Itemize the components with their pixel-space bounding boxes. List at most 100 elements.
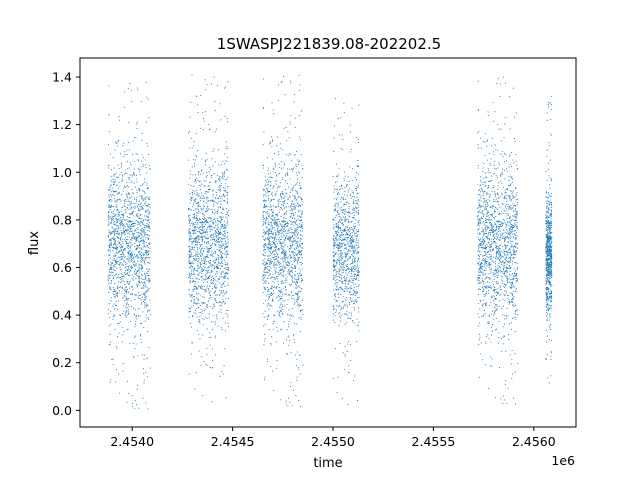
data-point	[115, 277, 118, 280]
data-point	[265, 266, 267, 269]
data-point	[346, 286, 348, 288]
data-point	[146, 184, 148, 186]
data-point	[337, 296, 340, 298]
data-point	[188, 308, 190, 310]
data-point	[266, 263, 269, 265]
data-point	[109, 194, 111, 196]
data-point	[335, 231, 337, 233]
data-point	[282, 193, 284, 195]
data-point	[149, 235, 151, 237]
data-point	[213, 233, 215, 235]
data-point	[294, 218, 296, 220]
data-point	[337, 293, 340, 296]
data-point	[227, 156, 229, 158]
data-point	[287, 336, 289, 338]
data-point	[146, 172, 148, 174]
data-point	[112, 215, 114, 218]
data-point	[288, 309, 290, 311]
data-point	[143, 199, 145, 201]
data-point	[340, 250, 342, 252]
data-point	[266, 178, 268, 180]
data-point	[140, 299, 142, 301]
data-point	[288, 206, 290, 208]
data-point	[110, 323, 112, 325]
data-point	[222, 174, 224, 176]
data-point	[342, 187, 344, 189]
data-point	[220, 239, 222, 241]
data-point	[219, 176, 221, 178]
data-point	[270, 342, 272, 344]
data-point	[339, 252, 341, 255]
data-point	[141, 354, 143, 356]
data-point	[110, 300, 112, 302]
data-point	[116, 231, 119, 233]
data-point	[291, 203, 293, 205]
data-point	[215, 233, 217, 235]
data-point	[197, 293, 199, 295]
data-point	[281, 313, 283, 315]
data-point	[189, 241, 191, 243]
data-point	[282, 265, 284, 267]
data-point	[268, 274, 270, 276]
data-point	[347, 272, 349, 274]
data-point	[275, 183, 277, 185]
data-point	[283, 226, 285, 228]
data-point	[207, 226, 209, 228]
data-point	[289, 315, 291, 317]
data-point	[145, 166, 147, 169]
data-point	[210, 279, 212, 282]
data-point	[135, 137, 137, 139]
data-point	[350, 294, 352, 296]
data-point	[264, 376, 266, 378]
data-point	[297, 292, 300, 294]
data-point	[217, 219, 219, 221]
data-point	[200, 221, 202, 224]
data-point	[225, 397, 227, 399]
data-point	[351, 314, 353, 316]
data-point	[345, 247, 347, 249]
data-point	[206, 246, 208, 248]
data-point	[346, 297, 348, 299]
data-point	[278, 300, 280, 302]
data-point	[193, 273, 195, 275]
data-point	[112, 157, 114, 159]
data-point	[262, 144, 264, 146]
data-point	[264, 261, 266, 263]
data-point	[120, 200, 122, 202]
data-point	[136, 257, 138, 259]
data-point	[291, 315, 293, 317]
data-point	[143, 197, 145, 199]
data-point	[349, 166, 351, 168]
data-point	[210, 269, 212, 271]
data-point	[217, 178, 220, 180]
data-point	[277, 310, 279, 312]
data-point	[287, 237, 289, 239]
data-point	[349, 344, 351, 346]
data-point	[145, 205, 147, 207]
data-point	[190, 209, 192, 211]
data-point	[143, 262, 145, 264]
data-point	[124, 262, 126, 264]
data-point	[119, 227, 121, 229]
data-point	[341, 288, 343, 290]
data-point	[123, 296, 125, 298]
data-point	[211, 252, 213, 254]
data-point	[215, 180, 217, 182]
data-point	[281, 204, 283, 206]
data-point	[276, 190, 278, 192]
data-point	[356, 238, 358, 240]
data-point	[222, 227, 225, 229]
data-point	[211, 210, 214, 213]
data-point	[227, 309, 229, 312]
data-point	[279, 316, 281, 318]
data-point	[283, 221, 285, 223]
data-point	[298, 115, 300, 117]
data-point	[143, 293, 145, 296]
data-point	[213, 305, 215, 307]
data-point	[283, 164, 286, 166]
data-point	[147, 154, 149, 156]
data-point	[298, 209, 300, 212]
data-point	[281, 229, 283, 231]
data-point	[198, 226, 200, 228]
data-point	[147, 290, 149, 292]
